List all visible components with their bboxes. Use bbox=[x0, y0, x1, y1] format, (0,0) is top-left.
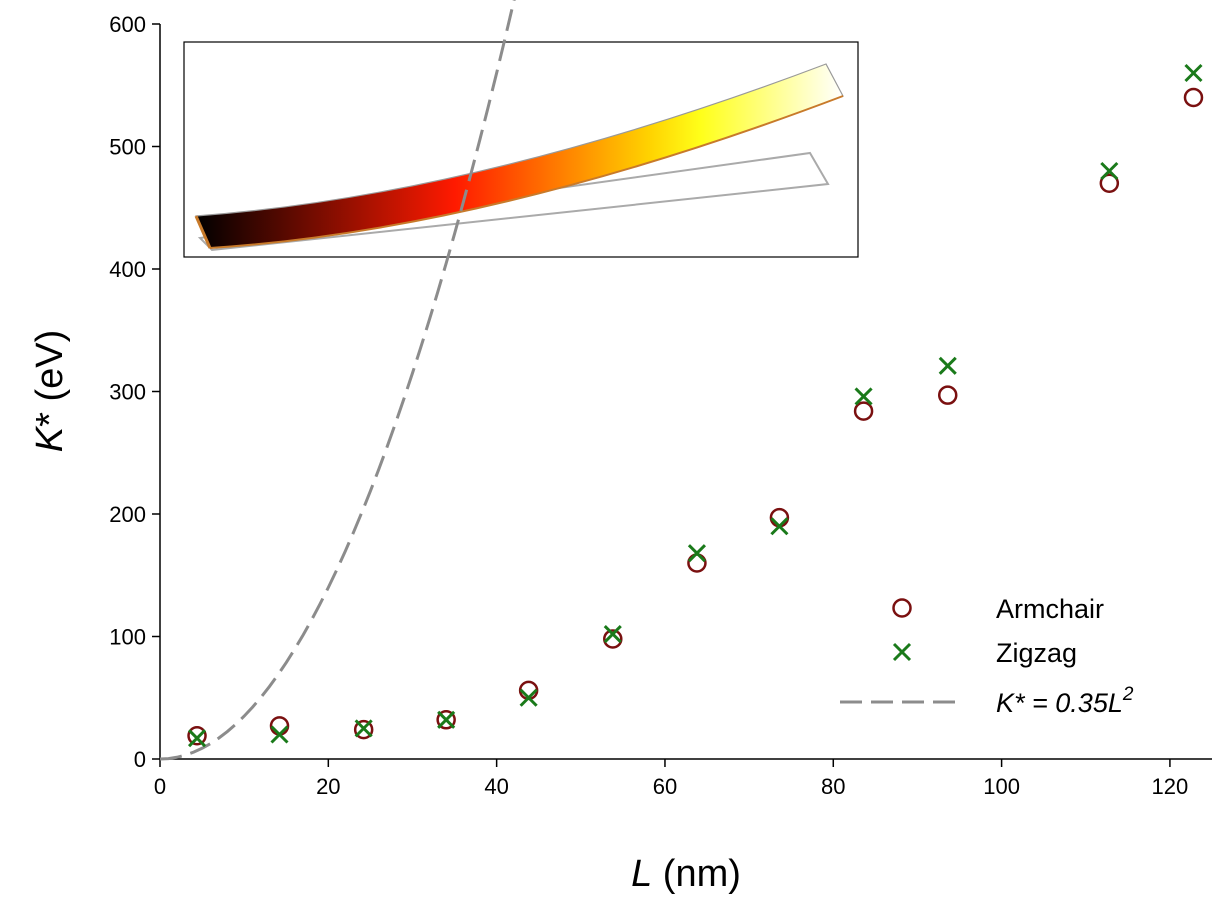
zigzag-point bbox=[270, 725, 289, 744]
y-axis-variable: K bbox=[29, 425, 71, 452]
x-tick-label: 20 bbox=[316, 774, 340, 799]
legend-armchair-marker bbox=[892, 598, 912, 618]
armchair-point bbox=[436, 710, 456, 730]
armchair-point bbox=[769, 507, 790, 528]
zigzag-point bbox=[354, 719, 373, 738]
x-tick-label: 120 bbox=[1152, 774, 1189, 799]
legend-zigzag-marker bbox=[892, 642, 912, 662]
zigzag-point bbox=[1100, 161, 1119, 181]
y-tick-label: 400 bbox=[109, 257, 146, 282]
fit-curve-line bbox=[159, 0, 516, 761]
armchair-point bbox=[269, 716, 290, 736]
legend-zigzag-label: Zigzag bbox=[996, 638, 1077, 668]
x-tick-label: 0 bbox=[154, 774, 166, 799]
y-axis-title: K* (eV) bbox=[29, 330, 71, 453]
y-tick-label: 200 bbox=[109, 502, 146, 527]
x-axis-variable: L bbox=[631, 853, 652, 895]
zigzag-point bbox=[187, 729, 207, 748]
armchair-point bbox=[937, 385, 958, 405]
x-axis-title: L (nm) bbox=[631, 853, 741, 895]
y-tick-label: 500 bbox=[109, 135, 146, 160]
zigzag-point bbox=[603, 624, 622, 644]
x-tick-label: 60 bbox=[653, 774, 677, 799]
legend-fit-label: K* = 0.35L2 bbox=[996, 684, 1134, 718]
x-ticks: 0 20 40 60 80 100 120 bbox=[154, 759, 1188, 799]
zigzag-point bbox=[437, 710, 456, 729]
armchair-point bbox=[1099, 173, 1120, 193]
x-tick-label: 40 bbox=[484, 774, 508, 799]
legend-fit-label-exponent: 2 bbox=[1122, 684, 1134, 705]
inset-beam-illustration bbox=[183, 41, 859, 258]
armchair-point bbox=[853, 401, 874, 421]
legend-fit-label-main: K* = 0.35L bbox=[996, 688, 1123, 718]
x-tick-label: 100 bbox=[983, 774, 1020, 799]
x-axis-unit: (nm) bbox=[652, 853, 741, 895]
inset-beam-end bbox=[194, 215, 212, 249]
zigzag-point bbox=[687, 544, 707, 563]
zigzag-point bbox=[519, 688, 538, 707]
y-ticks: 0 100 200 300 400 500 600 bbox=[109, 12, 160, 772]
zigzag-point bbox=[1184, 63, 1203, 83]
y-tick-label: 0 bbox=[134, 747, 146, 772]
zigzag-point bbox=[938, 356, 957, 375]
y-tick-label: 600 bbox=[109, 12, 146, 37]
series-zigzag bbox=[187, 63, 1203, 748]
y-axis-unit: * (eV) bbox=[29, 330, 71, 427]
armchair-point bbox=[187, 725, 207, 746]
zigzag-point bbox=[770, 517, 789, 536]
y-tick-label: 100 bbox=[109, 625, 146, 650]
legend-armchair-label: Armchair bbox=[996, 594, 1104, 624]
x-tick-label: 80 bbox=[821, 774, 845, 799]
armchair-point bbox=[1183, 87, 1204, 108]
legend: Armchair Zigzag K* = 0.35L2 bbox=[840, 594, 1134, 718]
inset-beam-edge bbox=[209, 95, 844, 249]
y-tick-label: 300 bbox=[109, 380, 146, 405]
zigzag-point bbox=[854, 387, 873, 406]
armchair-point bbox=[353, 719, 374, 740]
armchair-point bbox=[603, 629, 623, 649]
